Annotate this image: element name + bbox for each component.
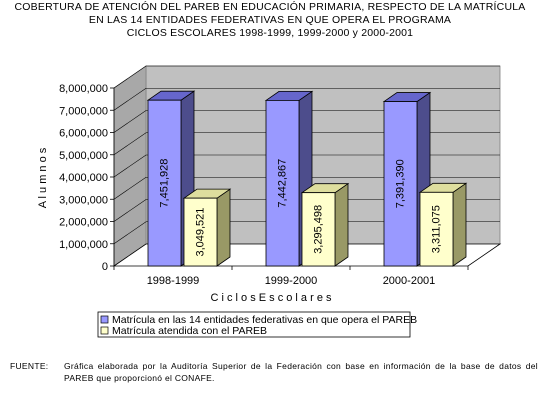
bar-value-label: 7,442,867	[277, 159, 289, 208]
y-tick-label: 8,000,000	[59, 83, 108, 95]
chart-title: COBERTURA DE ATENCIÓN DEL PAREB EN EDUCA…	[0, 1, 540, 40]
y-tick-label: 2,000,000	[59, 217, 108, 229]
y-gridline	[113, 199, 500, 222]
bar	[147, 99, 182, 267]
x-tick-label: 1999-2000	[265, 275, 318, 287]
y-axis-title: A l u m n o s	[37, 147, 49, 208]
bar	[265, 99, 300, 267]
y-gridline	[113, 65, 500, 89]
y-gridline	[113, 132, 500, 155]
bar-value-label: 7,391,390	[395, 159, 407, 208]
bar	[301, 192, 336, 267]
y-tick-label: 1,000,000	[59, 239, 108, 251]
source-text: Gráfica elaborada por la Auditoría Super…	[64, 361, 538, 383]
legend-label: Matrícula atendida con el PAREB	[112, 325, 267, 337]
bar-side	[334, 182, 349, 267]
y-tick-label: 7,000,000	[59, 105, 108, 117]
bar	[383, 101, 418, 267]
bar	[183, 197, 218, 267]
bar-value-label: 3,049,521	[195, 208, 207, 257]
legend-swatch	[100, 315, 109, 324]
legend-label: Matrícula en las 14 entidades federativa…	[112, 314, 417, 326]
y-tick-label: 4,000,000	[59, 172, 108, 184]
title-line-1: COBERTURA DE ATENCIÓN DEL PAREB EN EDUCA…	[14, 1, 526, 13]
x-tick-label: 2000-2001	[383, 275, 436, 287]
source-label: FUENTE:	[10, 361, 49, 371]
bar-value-label: 3,295,498	[313, 205, 325, 254]
title-line-3: CICLOS ESCOLARES 1998-1999, 1999-2000 y …	[126, 27, 414, 39]
bar-value-label: 3,311,075	[431, 205, 443, 253]
x-tick-label: 1998-1999	[147, 275, 200, 287]
bar-value-label: 7,451,928	[159, 159, 171, 208]
bar-side	[452, 182, 467, 267]
y-gridline	[113, 176, 500, 200]
x-axis-title: C i c l o s E s c o l a r e s	[210, 292, 332, 304]
legend-box	[97, 311, 411, 338]
y-tick-label: 5,000,000	[59, 150, 108, 162]
y-gridline	[113, 221, 500, 244]
y-tick-label: 0	[102, 261, 108, 273]
y-gridline	[113, 87, 500, 111]
bar-side	[216, 188, 231, 267]
bar	[419, 191, 454, 267]
title-line-2: EN LAS 14 ENTIDADES FEDERATIVAS EN QUE O…	[88, 14, 452, 26]
y-gridline	[113, 154, 500, 178]
bar-chart: 0 1,000,000 2,000,000 3,000,000 4,000,000 5,0…	[37, 65, 502, 338]
legend-swatch	[100, 326, 109, 335]
y-tick-label: 3,000,000	[59, 194, 108, 206]
y-tick-label: 6,000,000	[59, 128, 108, 140]
y-gridline	[113, 110, 500, 133]
